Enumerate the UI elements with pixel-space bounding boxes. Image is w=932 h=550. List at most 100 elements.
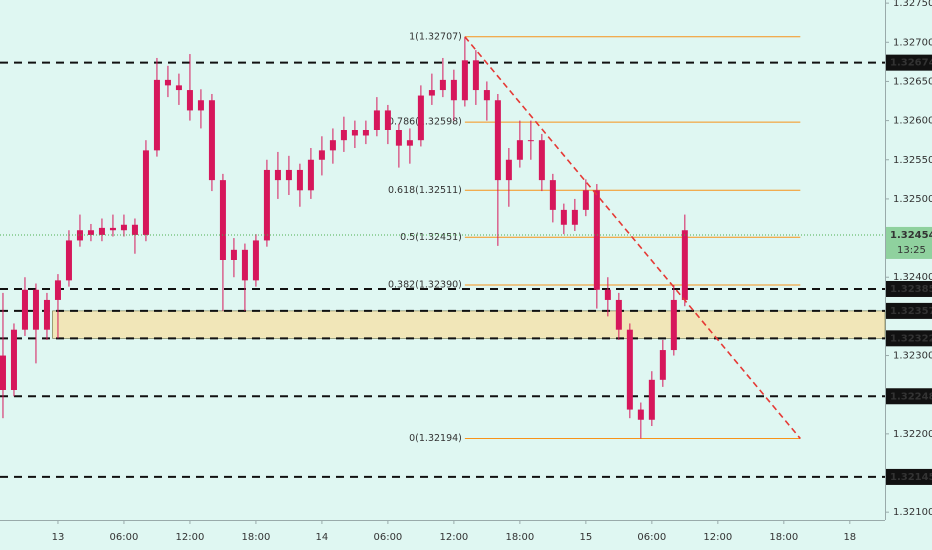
level-price-label: 1.32145 — [890, 472, 932, 483]
level-price-box — [886, 302, 932, 319]
candle-body — [395, 130, 402, 146]
candle-body — [626, 329, 633, 410]
level-price-label: 1.32248 — [890, 391, 932, 402]
candle-body — [186, 90, 193, 111]
candle-body — [340, 130, 347, 141]
candle-body — [0, 355, 6, 390]
candle-body — [43, 299, 50, 330]
candle-body — [274, 169, 281, 181]
candle-body — [681, 230, 688, 300]
candle-body — [285, 169, 292, 181]
candle-body — [560, 209, 567, 225]
x-tick-label: 12:00 — [439, 532, 468, 543]
level-price-box — [886, 280, 932, 297]
level-price-label: 1.32385 — [890, 284, 932, 295]
candle-body — [384, 110, 391, 130]
y-tick-label: 1.32500 — [893, 194, 932, 205]
candle-body — [670, 299, 677, 351]
candle-body — [472, 60, 479, 91]
candle-body — [428, 90, 435, 96]
candle-body — [538, 140, 545, 181]
x-tick-label: 13 — [52, 532, 65, 543]
candle-body — [659, 350, 666, 380]
level-price-label: 1.32674 — [890, 58, 932, 69]
support-zone — [52, 310, 886, 339]
fib-label: 0(1.32194) — [409, 433, 462, 444]
x-tick-label: 18:00 — [769, 532, 798, 543]
x-tick-label: 12:00 — [703, 532, 732, 543]
fib-label: 0.618(1.32511) — [388, 185, 462, 196]
candle-body — [109, 227, 116, 231]
fib-label: 0.5(1.32451) — [400, 232, 462, 243]
candle-body — [494, 100, 501, 181]
candle-body — [307, 159, 314, 191]
y-tick-label: 1.32700 — [893, 37, 932, 48]
level-price-box — [886, 468, 932, 485]
candle-body — [208, 100, 215, 181]
candle-body — [450, 79, 457, 101]
candle-body — [329, 140, 336, 151]
candle-body — [505, 159, 512, 181]
candle-body — [164, 79, 171, 86]
fib-label: 0.786(1.32598) — [388, 117, 462, 128]
level-price-label: 1.32322 — [890, 333, 932, 344]
candle-body — [241, 249, 248, 281]
level-price-label: 1.32357 — [890, 306, 932, 317]
candle-body — [362, 130, 369, 136]
x-tick-label: 06:00 — [373, 532, 402, 543]
candle-body — [483, 90, 490, 101]
last-price-box — [886, 226, 932, 259]
candle-body — [120, 224, 127, 231]
level-price-box — [886, 330, 932, 347]
candle-body — [318, 150, 325, 160]
candle-body — [21, 289, 28, 330]
candle-body — [76, 230, 83, 241]
y-tick-label: 1.32600 — [893, 116, 932, 127]
countdown-label: 13:25 — [897, 245, 926, 256]
candle-body — [142, 150, 149, 235]
x-tick-label: 12:00 — [176, 532, 205, 543]
fib-label: 0.382(1.32390) — [388, 280, 462, 291]
last-price-label: 1.32454 — [890, 230, 932, 241]
candle-body — [131, 224, 138, 235]
candle-body — [417, 95, 424, 141]
x-tick-label: 15 — [579, 532, 592, 543]
candle-body — [373, 110, 380, 130]
y-tick-label: 1.32650 — [893, 76, 932, 87]
candle-body — [175, 85, 182, 91]
level-price-box — [886, 388, 932, 405]
candle-body — [54, 280, 61, 300]
candle-body — [32, 289, 39, 330]
x-tick-label: 18:00 — [242, 532, 271, 543]
candle-body — [197, 100, 204, 111]
x-tick-label: 18 — [843, 532, 856, 543]
candle-body — [296, 169, 303, 191]
level-price-box — [886, 54, 932, 71]
candle-body — [263, 169, 270, 241]
candle-body — [153, 79, 160, 151]
candle-body — [87, 230, 94, 235]
y-tick-label: 1.32200 — [893, 429, 932, 440]
candle-body — [10, 329, 17, 390]
candle-body — [230, 249, 237, 260]
candle-body — [98, 227, 105, 235]
fib-label: 1(1.32707) — [409, 31, 462, 42]
x-tick-label: 14 — [316, 532, 329, 543]
candle-body — [461, 60, 468, 101]
x-tick-label: 18:00 — [505, 532, 534, 543]
candle-body — [549, 180, 556, 210]
y-tick-label: 1.32550 — [893, 155, 932, 166]
candle-body — [406, 140, 413, 146]
candle-body — [637, 409, 644, 420]
candle-body — [648, 379, 655, 420]
y-tick-label: 1.32300 — [893, 351, 932, 362]
candle-body — [252, 240, 259, 281]
candle-body — [615, 299, 622, 330]
candle-body — [65, 240, 72, 281]
candle-body — [604, 289, 611, 300]
candle-body — [516, 140, 523, 160]
y-tick-label: 1.32400 — [893, 272, 932, 283]
x-tick-label: 06:00 — [637, 532, 666, 543]
candle-body — [219, 180, 226, 260]
